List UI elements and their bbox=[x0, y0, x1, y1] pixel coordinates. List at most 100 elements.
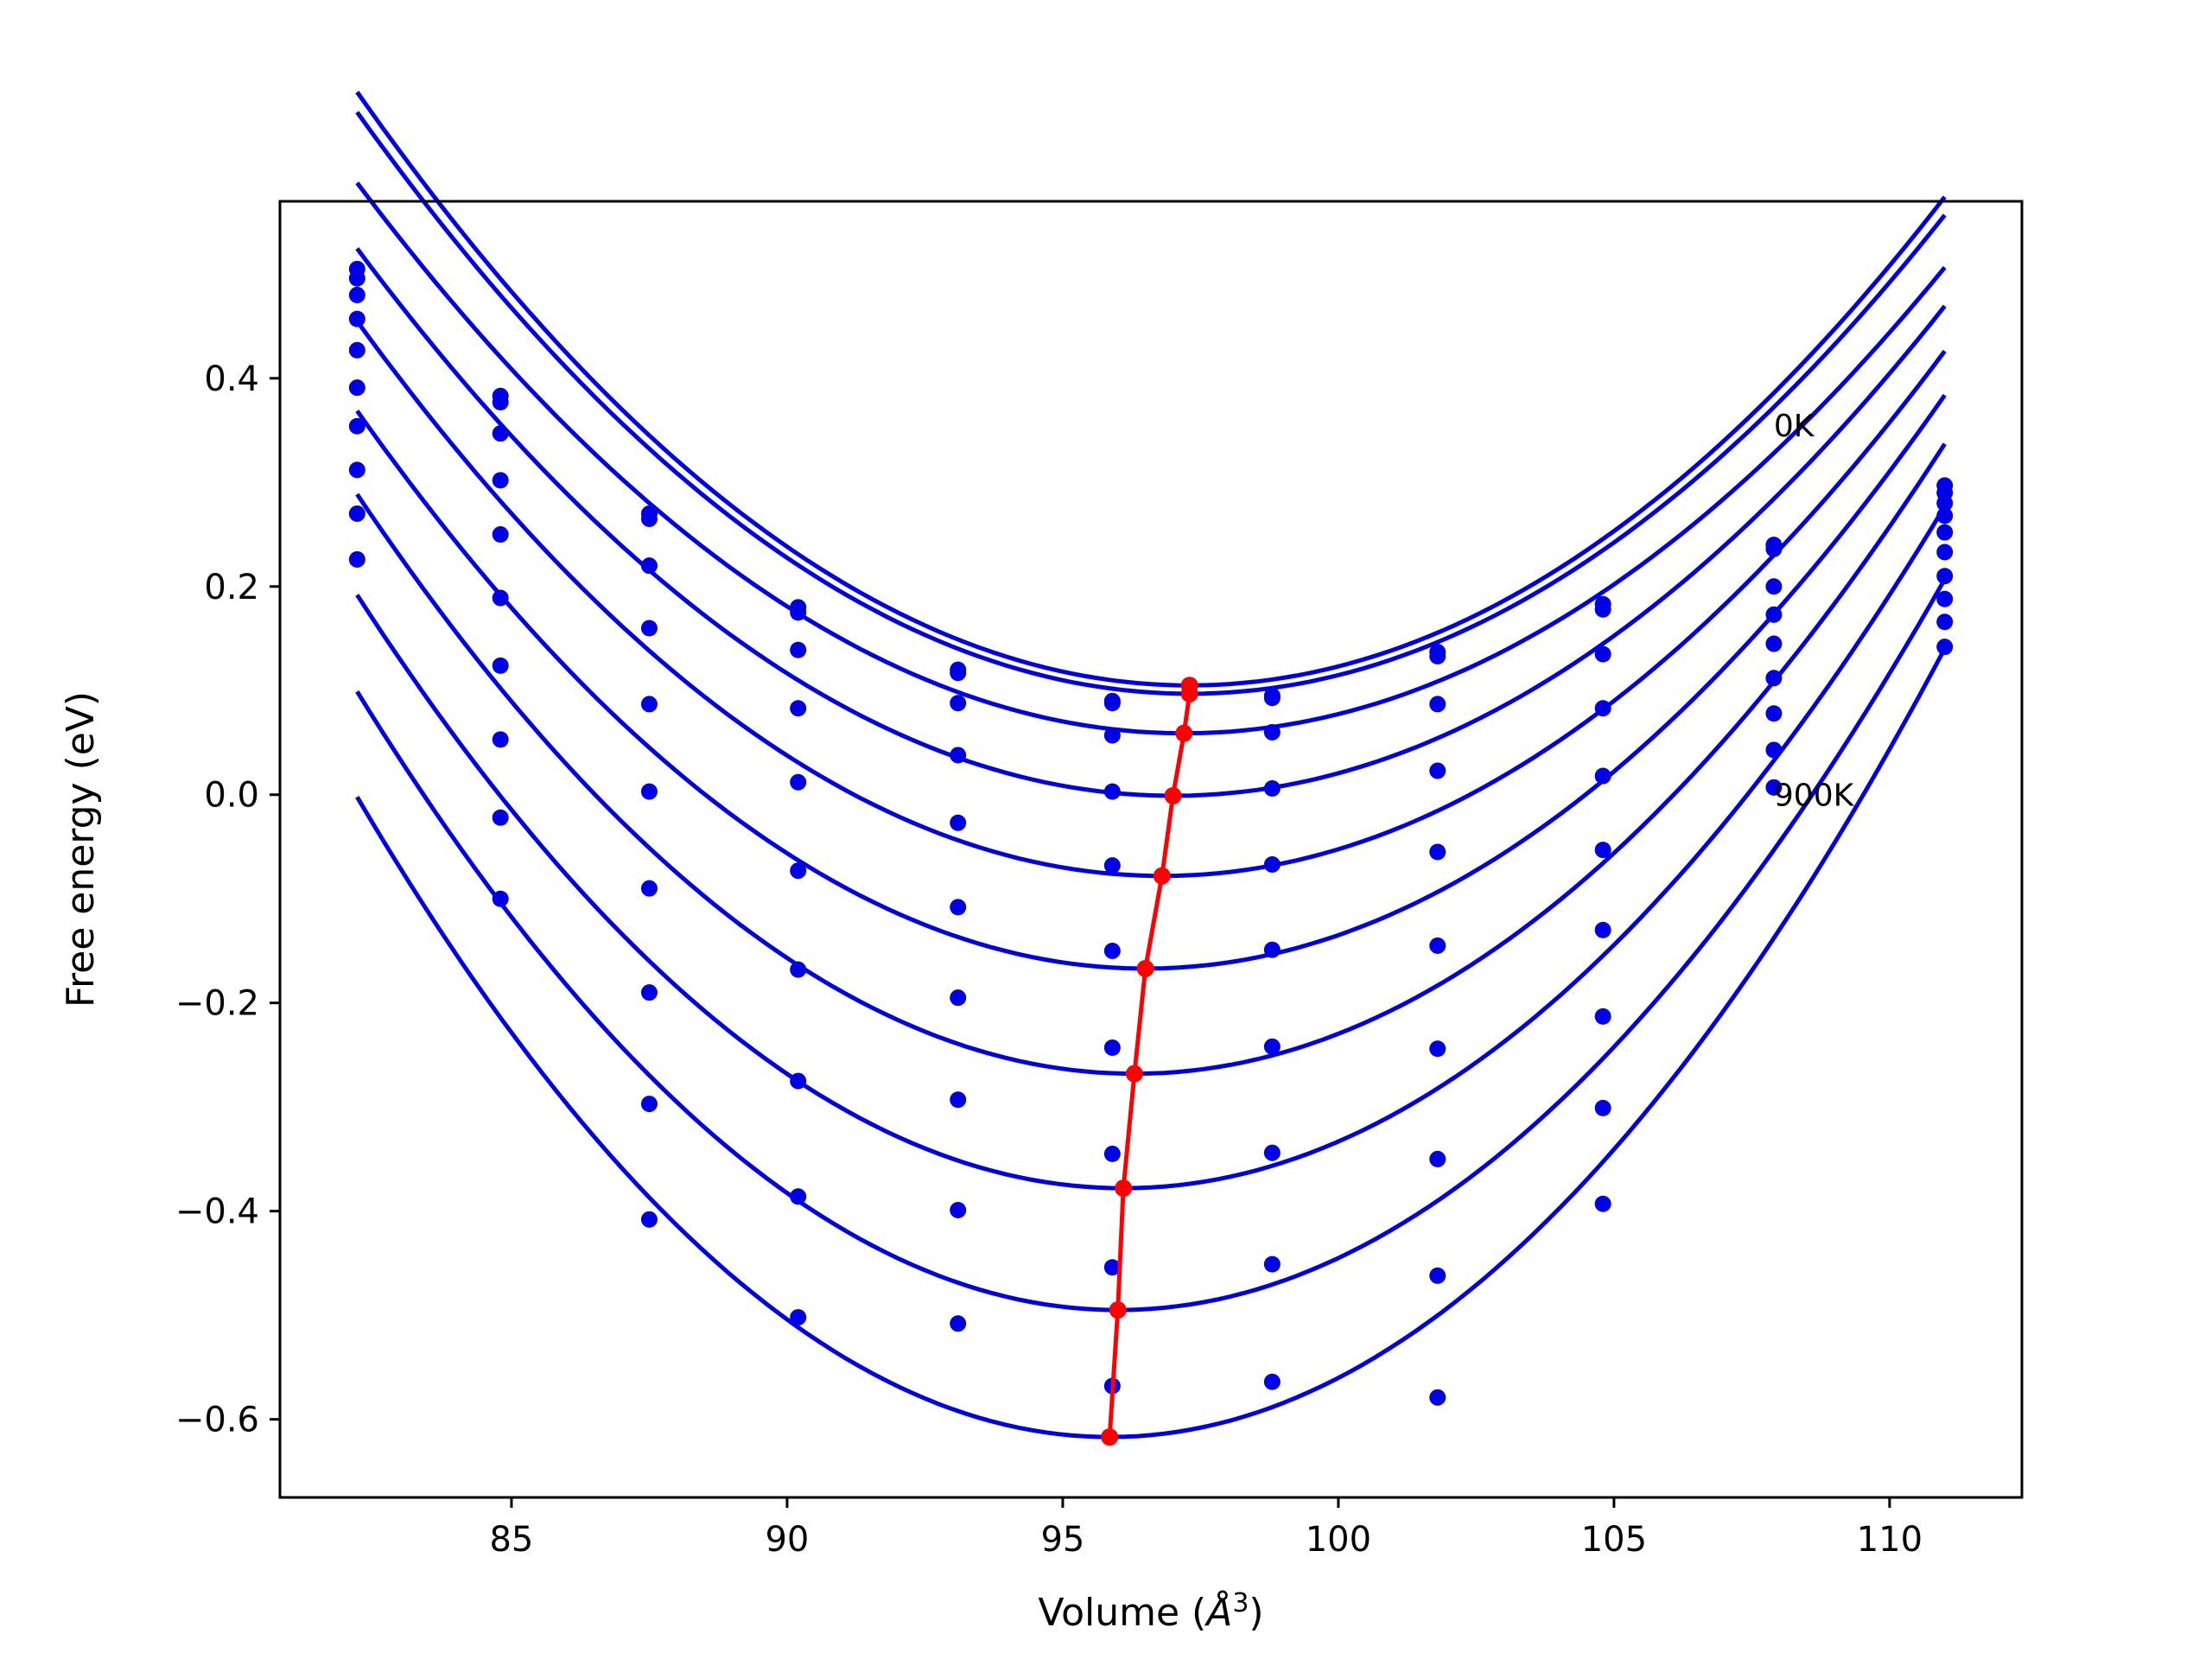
axes-frame bbox=[278, 200, 2024, 1499]
fit-curve-800K bbox=[355, 578, 1947, 1313]
data-point-200K bbox=[1429, 696, 1446, 713]
data-point-400K bbox=[1103, 857, 1121, 874]
data-point-400K bbox=[640, 696, 658, 713]
data-point-700K bbox=[1103, 1145, 1121, 1162]
data-point-600K bbox=[790, 961, 807, 978]
data-point-200K bbox=[1263, 723, 1281, 741]
data-point-700K bbox=[1429, 1150, 1446, 1167]
data-point-300K bbox=[1103, 783, 1121, 800]
x-tick-label: 95 bbox=[1040, 1520, 1084, 1560]
data-point-900K bbox=[1263, 1373, 1281, 1390]
data-point-700K bbox=[950, 1091, 967, 1109]
data-point-500K bbox=[1594, 842, 1611, 859]
data-point-300K bbox=[640, 620, 658, 637]
data-point-900K bbox=[950, 1315, 967, 1332]
data-point-400K bbox=[348, 341, 365, 359]
data-point-900K bbox=[1429, 1389, 1446, 1406]
data-point-400K bbox=[790, 773, 807, 791]
data-point-800K bbox=[1263, 1255, 1281, 1273]
data-point-300K bbox=[348, 310, 365, 327]
data-point-700K bbox=[1765, 741, 1783, 759]
data-point-900K bbox=[1936, 639, 1954, 656]
min-energy-point bbox=[1175, 724, 1193, 742]
data-point-900K bbox=[1594, 1195, 1611, 1212]
data-point-100K bbox=[1429, 648, 1446, 665]
data-point-700K bbox=[348, 461, 365, 479]
data-point-500K bbox=[1429, 937, 1446, 954]
data-point-200K bbox=[640, 557, 658, 575]
data-point-400K bbox=[1594, 767, 1611, 785]
x-tick-label: 100 bbox=[1306, 1520, 1371, 1560]
y-tick-label: 0.0 bbox=[204, 776, 259, 816]
data-point-600K bbox=[1429, 1040, 1446, 1058]
data-point-600K bbox=[492, 657, 509, 674]
min-energy-point bbox=[1115, 1179, 1133, 1198]
data-point-600K bbox=[640, 880, 658, 897]
data-point-300K bbox=[1936, 507, 1954, 524]
fit-curve-0K bbox=[355, 91, 1947, 688]
data-point-400K bbox=[1936, 524, 1954, 541]
y-tick-label: 0.4 bbox=[204, 359, 259, 399]
fit-curve-200K bbox=[355, 181, 1947, 736]
data-point-100K bbox=[790, 604, 807, 621]
data-point-600K bbox=[348, 417, 365, 435]
data-point-500K bbox=[790, 862, 807, 880]
data-point-500K bbox=[1263, 941, 1281, 958]
data-point-600K bbox=[1594, 921, 1611, 938]
min-energy-point bbox=[1109, 1301, 1127, 1319]
x-tick-label: 90 bbox=[765, 1520, 809, 1560]
min-energy-point bbox=[1125, 1065, 1143, 1083]
y-tick-label: 0.2 bbox=[204, 568, 259, 607]
data-point-700K bbox=[1594, 1007, 1611, 1025]
data-point-500K bbox=[1765, 670, 1783, 687]
data-point-700K bbox=[1936, 590, 1954, 607]
data-point-200K bbox=[950, 695, 967, 712]
data-point-800K bbox=[492, 809, 509, 826]
data-point-800K bbox=[1936, 613, 1954, 631]
minimum-energy-line bbox=[1101, 677, 1198, 1446]
data-point-800K bbox=[790, 1188, 807, 1205]
data-point-600K bbox=[1765, 705, 1783, 722]
data-point-600K bbox=[1936, 568, 1954, 585]
data-point-200K bbox=[492, 425, 509, 442]
fit-curve-900K bbox=[355, 647, 1947, 1440]
data-point-300K bbox=[1263, 780, 1281, 798]
fit-curve-400K bbox=[355, 320, 1947, 879]
x-tick-label: 85 bbox=[489, 1520, 533, 1560]
data-point-400K bbox=[950, 814, 967, 831]
data-point-800K bbox=[950, 1201, 967, 1218]
data-point-200K bbox=[1936, 494, 1954, 512]
y-axis-ticks: −0.6 −0.4 −0.2 0.0 0.2 0.4 bbox=[175, 359, 280, 1440]
data-point-200K bbox=[348, 286, 365, 303]
data-point-100K bbox=[1103, 695, 1121, 712]
data-point-300K bbox=[1429, 762, 1446, 779]
data-point-700K bbox=[1263, 1144, 1281, 1161]
data-point-300K bbox=[492, 472, 509, 489]
data-point-200K bbox=[1765, 578, 1783, 595]
data-point-300K bbox=[1594, 700, 1611, 717]
data-point-200K bbox=[790, 641, 807, 658]
min-energy-polyline bbox=[1107, 685, 1192, 1438]
data-point-100K bbox=[950, 664, 967, 682]
data-point-200K bbox=[1103, 727, 1121, 744]
y-axis-label: Free energy (eV) bbox=[59, 691, 103, 1007]
data-point-500K bbox=[1936, 543, 1954, 561]
data-point-500K bbox=[640, 783, 658, 800]
data-point-500K bbox=[950, 899, 967, 916]
min-energy-point bbox=[1153, 867, 1171, 885]
data-point-400K bbox=[1263, 855, 1281, 873]
data-point-700K bbox=[790, 1072, 807, 1090]
min-energy-point bbox=[1180, 684, 1198, 702]
data-point-800K bbox=[1594, 1099, 1611, 1116]
data-point-100K bbox=[1765, 540, 1783, 557]
min-energy-point bbox=[1164, 786, 1182, 804]
x-tick-label: 110 bbox=[1857, 1520, 1923, 1560]
data-point-900K bbox=[640, 1211, 658, 1228]
data-point-800K bbox=[1429, 1267, 1446, 1284]
data-point-100K bbox=[640, 510, 658, 527]
data-point-800K bbox=[640, 1096, 658, 1113]
min-energy-point bbox=[1136, 959, 1154, 977]
data-points bbox=[348, 260, 1954, 1406]
